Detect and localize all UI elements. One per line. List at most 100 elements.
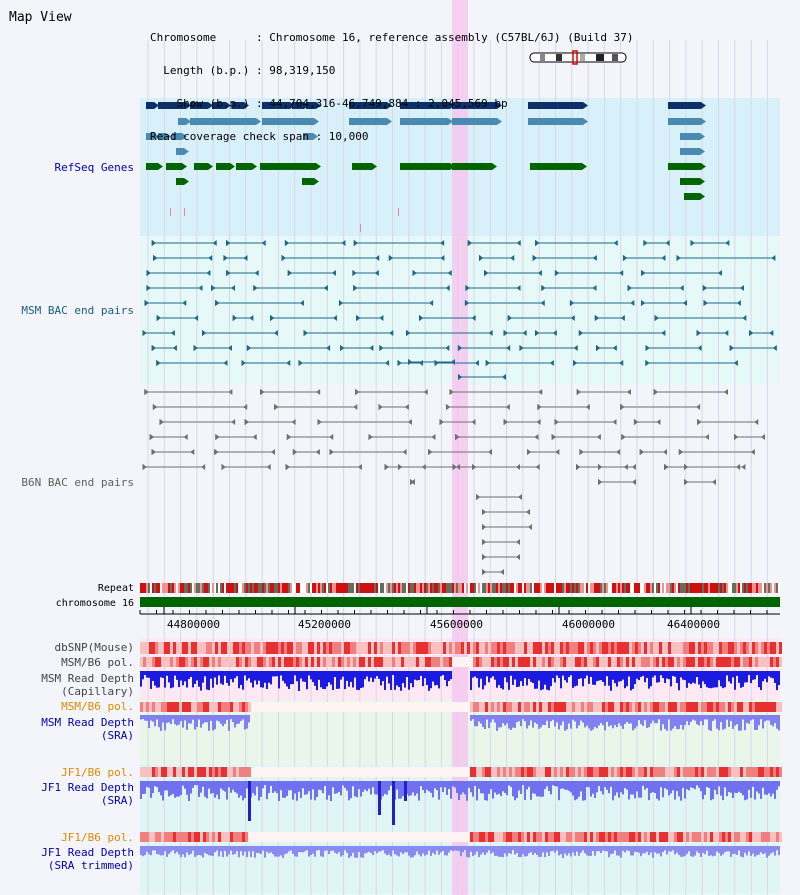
bac-end-marker	[212, 240, 217, 246]
polymorphism-cell	[176, 767, 179, 777]
bac-end-marker	[535, 240, 540, 246]
read-depth-bar	[214, 715, 216, 730]
polymorphism-cell	[506, 832, 509, 842]
read-depth-bar	[550, 846, 552, 852]
track-label-dbsnp[interactable]: dbSNP(Mouse)	[54, 641, 134, 654]
polymorphism-cell	[158, 642, 161, 654]
read-depth-bar	[566, 671, 568, 683]
read-depth-bar	[194, 846, 196, 857]
track-label-msm-b6-pol-2[interactable]: MSM/B6 pol.	[61, 700, 134, 713]
repeat-segment	[178, 583, 180, 593]
read-depth-bar	[632, 846, 634, 856]
read-depth-bar	[166, 781, 168, 791]
read-depth-bar	[232, 781, 234, 790]
read-depth-bar	[676, 715, 678, 730]
polymorphism-cell	[149, 702, 152, 712]
gene-block	[668, 163, 701, 170]
polymorphism-cell	[158, 657, 161, 667]
track-label-msm-bac[interactable]: MSM BAC end pairs	[21, 304, 134, 317]
polymorphism-cell	[455, 642, 458, 654]
polymorphism-cell	[401, 832, 404, 842]
track-label-jf1-b6-pol-2[interactable]: JF1/B6 pol.	[61, 831, 134, 844]
read-depth-bar	[754, 715, 756, 730]
repeat-segment	[516, 583, 518, 593]
read-depth-bar	[178, 715, 180, 725]
bac-end-marker	[193, 345, 198, 351]
polymorphism-cell	[773, 657, 776, 667]
polymorphism-cell	[353, 657, 356, 667]
show-range-info: Show (b.p.) : 44,704,316-46,749,884 : 2,…	[150, 97, 508, 110]
polymorphism-cell	[293, 767, 296, 777]
track-label-repeat[interactable]: Repeat	[97, 583, 134, 594]
read-depth-bar	[532, 671, 534, 684]
read-depth-bar	[580, 781, 582, 792]
polymorphism-cell	[278, 657, 281, 667]
polymorphism-cell	[296, 657, 299, 667]
repeat-segment	[158, 583, 160, 593]
polymorphism-cell	[527, 642, 530, 654]
read-depth-bar	[348, 781, 350, 801]
repeat-segment	[214, 583, 216, 593]
polymorphism-cell	[482, 657, 485, 667]
repeat-segment	[344, 583, 346, 593]
read-depth-bar	[698, 781, 700, 788]
polymorphism-cell	[683, 832, 686, 842]
repeat-segment	[582, 583, 584, 593]
polymorphism-cell	[779, 702, 782, 712]
read-depth-bar	[192, 846, 194, 851]
read-depth-bar	[248, 671, 250, 679]
repeat-segment	[622, 583, 624, 593]
bac-end-marker	[733, 360, 738, 366]
read-depth-bar	[642, 846, 644, 854]
polymorphism-cell	[641, 832, 644, 842]
track-label-msm-b6-pol[interactable]: MSM/B6 pol.	[61, 656, 134, 669]
read-depth-bar	[328, 671, 330, 683]
read-depth-bar	[366, 781, 368, 792]
read-depth-bar	[558, 846, 560, 856]
read-depth-bar	[264, 671, 266, 683]
polymorphism-cell	[521, 657, 524, 667]
polymorphism-cell	[284, 657, 287, 667]
read-depth-bar	[314, 781, 316, 801]
track-label-jf1-b6-pol[interactable]: JF1/B6 pol.	[61, 766, 134, 779]
bac-end-marker	[428, 449, 433, 455]
bac-end-marker	[729, 345, 734, 351]
track-label-jf1-depth-trim[interactable]: JF1 Read Depth (SRA trimmed)	[41, 846, 134, 872]
track-label-refseq[interactable]: RefSeq Genes	[54, 161, 134, 174]
gene-block	[528, 118, 583, 125]
polymorphism-cell	[443, 702, 446, 712]
polymorphism-cell	[521, 767, 524, 777]
polymorphism-cell	[431, 767, 434, 777]
polymorphism-cell	[266, 642, 269, 654]
track-label-msm-depth-cap[interactable]: MSM Read Depth (Capillary)	[41, 672, 134, 698]
read-depth-bar	[276, 846, 278, 857]
read-depth-bar	[674, 846, 676, 855]
polymorphism-cell	[641, 767, 644, 777]
polymorphism-cell	[767, 642, 770, 654]
read-depth-bar	[412, 846, 414, 858]
bac-end-marker	[503, 330, 508, 336]
polymorphism-cell	[629, 767, 632, 777]
track-label-jf1-depth-sra[interactable]: JF1 Read Depth (SRA)	[41, 781, 134, 807]
read-depth-bar	[296, 781, 298, 801]
repeat-segment	[618, 583, 620, 593]
polymorphism-cell	[392, 767, 395, 777]
read-depth-bar	[706, 781, 708, 788]
track-label-b6n-bac[interactable]: B6N BAC end pairs	[21, 476, 134, 489]
repeat-segment	[720, 583, 722, 593]
read-depth-bar	[326, 781, 328, 800]
polymorphism-cell	[239, 642, 242, 654]
polymorphism-cell	[284, 832, 287, 842]
bac-end-marker	[596, 345, 601, 351]
read-depth-bar	[334, 671, 336, 677]
read-depth-bar	[672, 715, 674, 729]
repeat-segment	[734, 583, 736, 593]
track-label-msm-depth-sra[interactable]: MSM Read Depth (SRA)	[41, 716, 134, 742]
read-depth-bar	[340, 846, 342, 857]
read-depth-bar	[760, 671, 762, 691]
polymorphism-cell	[245, 832, 248, 842]
read-depth-bar	[638, 846, 640, 853]
repeat-segment	[512, 583, 514, 593]
bac-end-marker	[353, 404, 358, 410]
